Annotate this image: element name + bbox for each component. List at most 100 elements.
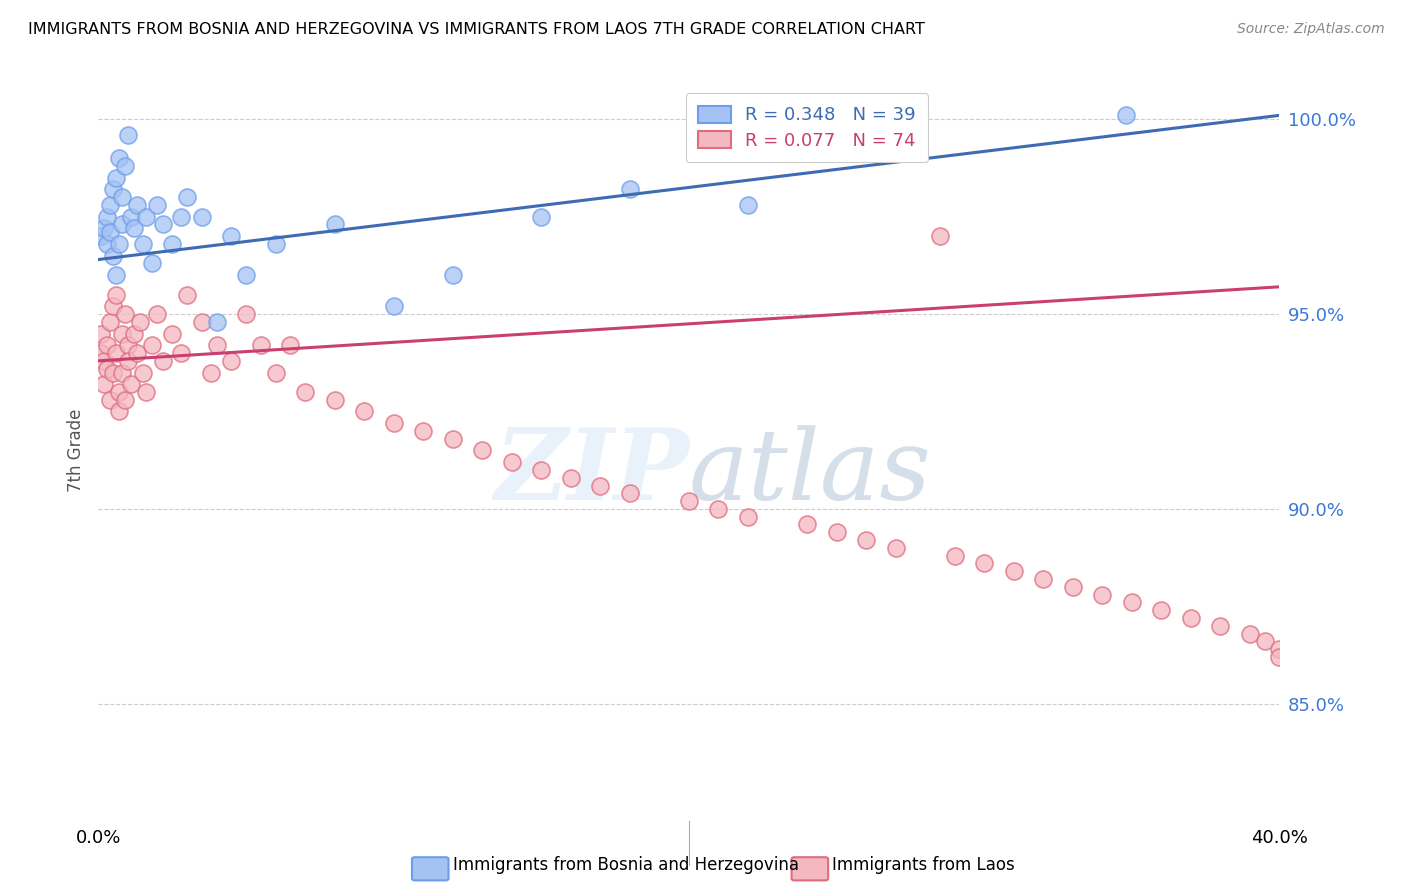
Point: [132, 366, 155, 380]
Point: [125, 198, 148, 212]
Point: [530, 463, 553, 477]
Point: [146, 307, 169, 321]
Point: [108, 236, 131, 251]
Point: [678, 494, 700, 508]
Legend: R = 0.348   N = 39, R = 0.077   N = 74: R = 0.348 N = 39, R = 0.077 N = 74: [686, 93, 928, 162]
Point: [1091, 588, 1114, 602]
Point: [294, 384, 316, 399]
Point: [737, 198, 759, 212]
Point: [1062, 580, 1084, 594]
Point: [114, 392, 136, 407]
Point: [105, 170, 128, 185]
Point: [103, 366, 125, 380]
Point: [108, 404, 131, 418]
Point: [105, 287, 128, 301]
Point: [162, 236, 183, 251]
Point: [1209, 619, 1232, 633]
Point: [125, 346, 148, 360]
Point: [135, 210, 157, 224]
Point: [200, 366, 222, 380]
Point: [120, 210, 142, 224]
Point: [1115, 108, 1137, 122]
Point: [117, 128, 139, 142]
Point: [796, 517, 818, 532]
Point: [205, 338, 228, 352]
Point: [737, 509, 759, 524]
Point: [441, 432, 464, 446]
Point: [943, 549, 966, 563]
Point: [162, 326, 183, 341]
Point: [191, 210, 214, 224]
Point: [219, 354, 242, 368]
Point: [884, 541, 907, 555]
Point: [412, 424, 434, 438]
Point: [141, 256, 163, 270]
Point: [250, 338, 273, 352]
Point: [103, 299, 125, 313]
Point: [111, 218, 134, 232]
Point: [135, 384, 157, 399]
Point: [170, 210, 193, 224]
Point: [103, 182, 125, 196]
Point: [105, 346, 128, 360]
Point: [103, 249, 125, 263]
Text: Source: ZipAtlas.com: Source: ZipAtlas.com: [1237, 22, 1385, 37]
Point: [96, 236, 118, 251]
Point: [176, 287, 198, 301]
Point: [122, 326, 145, 341]
Point: [205, 315, 228, 329]
Point: [589, 478, 612, 492]
Point: [219, 229, 242, 244]
Point: [90, 229, 112, 244]
Point: [1268, 650, 1291, 665]
Point: [855, 533, 877, 547]
Point: [108, 384, 131, 399]
Text: IMMIGRANTS FROM BOSNIA AND HERZEGOVINA VS IMMIGRANTS FROM LAOS 7TH GRADE CORRELA: IMMIGRANTS FROM BOSNIA AND HERZEGOVINA V…: [28, 22, 925, 37]
Point: [93, 221, 115, 235]
Point: [441, 268, 464, 282]
Point: [264, 366, 287, 380]
Point: [323, 392, 346, 407]
Point: [235, 307, 257, 321]
Point: [619, 182, 641, 196]
Point: [120, 377, 142, 392]
Point: [152, 354, 174, 368]
Point: [382, 416, 405, 430]
Point: [235, 268, 257, 282]
Point: [128, 315, 150, 329]
Point: [111, 366, 134, 380]
Point: [1032, 572, 1054, 586]
Point: [93, 377, 115, 392]
Point: [353, 404, 375, 418]
Point: [825, 525, 848, 540]
Point: [114, 159, 136, 173]
Point: [98, 225, 121, 239]
Point: [619, 486, 641, 500]
Point: [707, 502, 730, 516]
Point: [93, 354, 115, 368]
Y-axis label: 7th Grade: 7th Grade: [67, 409, 86, 492]
Point: [111, 326, 134, 341]
Point: [141, 338, 163, 352]
Point: [973, 557, 995, 571]
Text: Immigrants from Laos: Immigrants from Laos: [832, 856, 1015, 874]
Point: [1121, 595, 1143, 609]
Point: [114, 307, 136, 321]
Point: [560, 471, 582, 485]
Point: [1268, 642, 1291, 657]
Point: [146, 198, 169, 212]
Point: [108, 151, 131, 165]
Point: [132, 236, 155, 251]
Point: [278, 338, 302, 352]
Point: [1254, 634, 1277, 648]
Point: [98, 392, 121, 407]
Point: [117, 338, 139, 352]
Point: [928, 229, 950, 244]
Point: [170, 346, 193, 360]
Point: [90, 326, 112, 341]
Point: [96, 361, 118, 376]
Point: [96, 210, 118, 224]
Point: [323, 218, 346, 232]
Point: [1002, 564, 1025, 578]
Point: [98, 198, 121, 212]
